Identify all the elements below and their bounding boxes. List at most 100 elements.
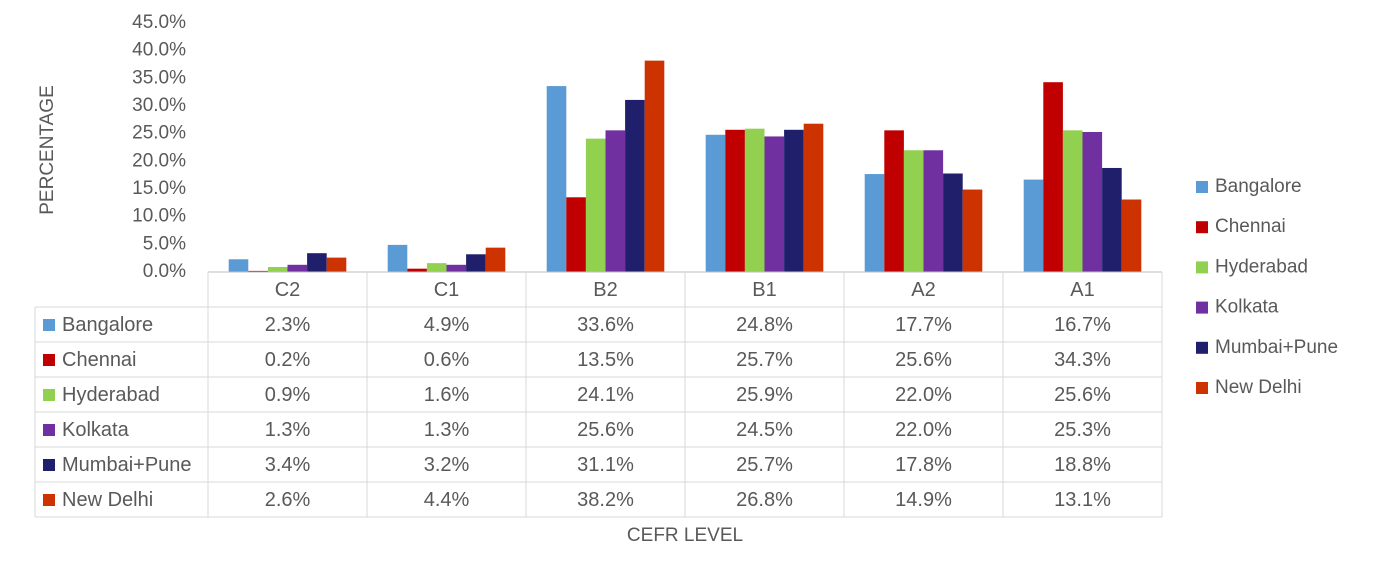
table-cell-value: 16.7%: [1054, 314, 1111, 336]
table-cell-value: 0.9%: [265, 384, 311, 406]
table-cell-value: 26.8%: [736, 489, 793, 511]
table-series-label: Mumbai+Pune: [62, 454, 192, 476]
legend-label: Mumbai+Pune: [1215, 337, 1338, 358]
bar-kolkata-b2: [605, 130, 626, 272]
x-category-label: C1: [434, 279, 460, 301]
legend-label: Bangalore: [1215, 176, 1302, 197]
table-cell-value: 14.9%: [895, 489, 952, 511]
table-cell-value: 18.8%: [1054, 454, 1111, 476]
bar-new-delhi-a1: [1121, 199, 1142, 272]
table-cell-value: 31.1%: [577, 454, 634, 476]
bar-new-delhi-c2: [326, 257, 347, 272]
bar-hyderabad-b1: [744, 128, 765, 272]
table-cell-value: 22.0%: [895, 419, 952, 441]
table-cell-value: 3.4%: [265, 454, 311, 476]
table-cell-value: 4.4%: [424, 489, 470, 511]
x-axis-title: CEFR LEVEL: [627, 525, 743, 546]
y-tick-label: 10.0%: [132, 206, 186, 227]
legend: Bangalore Chennai Hyderabad Kolkata Mumbai+P…: [1196, 176, 1338, 398]
bar-kolkata-b1: [764, 136, 785, 272]
bar-chennai-c2: [248, 270, 268, 272]
legend-key: [1196, 221, 1208, 234]
table-cell-value: 24.8%: [736, 314, 793, 336]
y-axis-title: PERCENTAGE: [37, 85, 58, 215]
bar-mumbai-pune-b1: [784, 129, 804, 272]
y-tick-label: 5.0%: [143, 233, 186, 254]
bar-mumbai-pune-b2: [625, 99, 645, 272]
y-tick-label: 20.0%: [132, 150, 186, 171]
table-cell-value: 25.3%: [1054, 419, 1111, 441]
table-legend-key: [43, 494, 55, 506]
bar-chennai-b2: [566, 197, 586, 272]
x-category-label: B2: [593, 279, 617, 301]
bars: [228, 60, 1142, 273]
bar-chennai-b1: [725, 129, 745, 272]
table-cell-value: 22.0%: [895, 384, 952, 406]
table-cell-value: 24.1%: [577, 384, 634, 406]
bar-chennai-a1: [1043, 82, 1063, 272]
bar-chennai-c1: [407, 268, 427, 272]
table-cell-value: 33.6%: [577, 314, 634, 336]
table-series-label: New Delhi: [62, 489, 153, 511]
table-legend-key: [43, 459, 55, 471]
bar-hyderabad-c2: [267, 267, 288, 272]
y-tick-label: 35.0%: [132, 67, 186, 88]
y-tick-label: 45.0%: [132, 12, 186, 33]
table-series-label: Bangalore: [62, 314, 153, 336]
bar-kolkata-a2: [923, 150, 944, 272]
legend-label: Kolkata: [1215, 297, 1279, 318]
bar-kolkata-c1: [446, 264, 467, 272]
bar-mumbai-pune-a1: [1102, 167, 1122, 272]
bar-bangalore-c1: [387, 244, 408, 272]
table-cell-value: 13.1%: [1054, 489, 1111, 511]
legend-key: [1196, 341, 1208, 354]
table-cell-value: 0.2%: [265, 349, 311, 371]
bar-new-delhi-b2: [644, 60, 665, 273]
table-cell-value: 38.2%: [577, 489, 634, 511]
bar-new-delhi-b1: [803, 123, 824, 272]
bar-bangalore-a1: [1023, 179, 1044, 272]
table-cell-value: 25.6%: [895, 349, 952, 371]
bar-kolkata-a1: [1082, 132, 1103, 272]
bar-chennai-a2: [884, 130, 904, 272]
bar-bangalore-b2: [546, 86, 567, 272]
bar-kolkata-c2: [287, 264, 308, 272]
bar-mumbai-pune-a2: [943, 173, 963, 272]
table-cell-value: 24.5%: [736, 419, 793, 441]
table-cell-value: 25.6%: [577, 419, 634, 441]
bar-mumbai-pune-c2: [307, 253, 327, 272]
table-series-label: Chennai: [62, 349, 137, 371]
bar-hyderabad-a2: [903, 150, 924, 272]
bar-hyderabad-b2: [585, 138, 606, 272]
bar-bangalore-b1: [705, 134, 726, 272]
table-cell-value: 4.9%: [424, 314, 470, 336]
legend-label: Hyderabad: [1215, 256, 1308, 277]
table-cell-value: 2.3%: [265, 314, 311, 336]
table-cell-value: 17.8%: [895, 454, 952, 476]
table-cell-value: 3.2%: [424, 454, 470, 476]
table-cell-value: 25.7%: [736, 349, 793, 371]
y-tick-label: 0.0%: [143, 261, 186, 282]
legend-key: [1196, 301, 1208, 314]
legend-label: Chennai: [1215, 216, 1286, 237]
legend-label: New Delhi: [1215, 377, 1302, 398]
table-cell-value: 1.6%: [424, 384, 470, 406]
x-category-label: C2: [275, 279, 301, 301]
y-axis-ticks: 0.0% 5.0% 10.0% 15.0% 20.0% 25.0% 30.0% 35.0% 40…: [132, 12, 186, 282]
bar-hyderabad-c1: [426, 263, 447, 272]
legend-key: [1196, 382, 1208, 394]
table-cell-value: 1.3%: [424, 419, 470, 441]
x-category-label: A2: [911, 279, 935, 301]
bar-new-delhi-c1: [485, 247, 506, 272]
bar-bangalore-a2: [864, 174, 885, 272]
y-tick-label: 40.0%: [132, 40, 186, 61]
table-series-label: Kolkata: [62, 419, 130, 441]
bar-mumbai-pune-c1: [466, 254, 486, 272]
y-tick-label: 15.0%: [132, 178, 186, 199]
table-cell-value: 2.6%: [265, 489, 311, 511]
table-legend-key: [43, 424, 55, 436]
bar-bangalore-c2: [228, 259, 249, 272]
table-cell-value: 1.3%: [265, 419, 311, 441]
legend-key: [1196, 261, 1208, 274]
